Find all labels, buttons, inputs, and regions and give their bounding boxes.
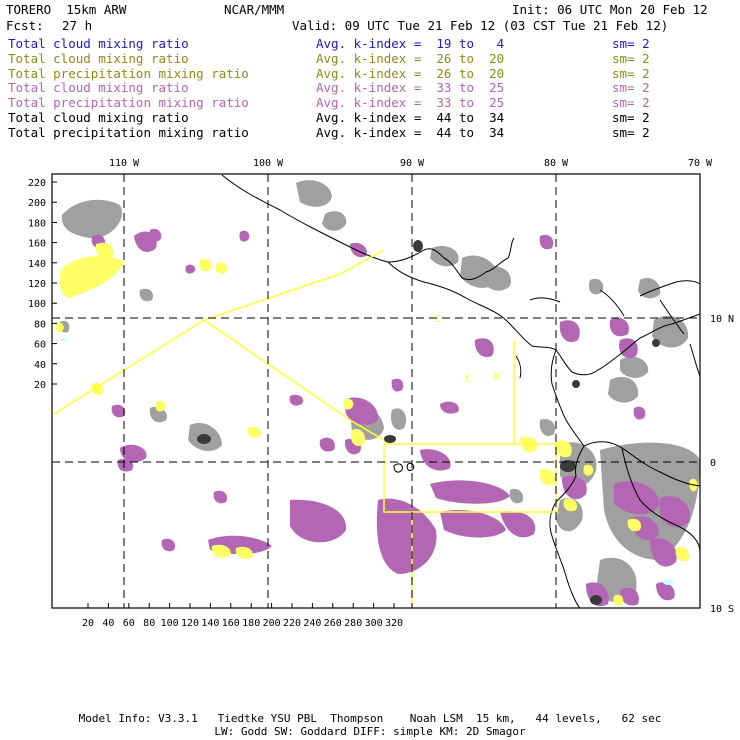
flight-tracks — [53, 249, 557, 608]
forecast-label: Fcst: — [6, 18, 44, 33]
y-tick-label: 40 — [34, 360, 46, 371]
model-info-line1: Model Info: V3.3.1 Tiedtke YSU PBL Thomp… — [78, 712, 662, 725]
coastlines — [221, 174, 701, 609]
region-letter: M — [494, 372, 500, 383]
legend-sm: sm= 2 — [612, 50, 650, 66]
legend-sm: sm= 2 — [612, 36, 650, 51]
longitude-label: 90 W — [400, 158, 425, 169]
legend-field: Total cloud mixing ratio — [8, 110, 189, 125]
model-info-line2: LW: Godd SW: Goddard DIFF: simple KM: 2D… — [214, 725, 526, 738]
x-tick-label: 180 — [242, 618, 260, 629]
legend-field: Total precipitation mixing ratio — [8, 95, 249, 111]
legend-sm: sm= 2 — [612, 95, 650, 111]
yellow-cloud-areas — [55, 242, 698, 606]
legend-sm: sm= 2 — [612, 124, 650, 140]
region-letter: I — [434, 314, 440, 325]
legend-field: Total cloud mixing ratio — [8, 80, 189, 96]
legend-index: Avg. k-index = 26 to 20 — [316, 65, 505, 81]
latitude-label: 10 N — [710, 314, 734, 325]
longitude-label: 80 W — [544, 158, 569, 169]
x-tick-label: 160 — [222, 618, 240, 629]
y-tick-label: 120 — [28, 279, 46, 290]
legend-field: Total cloud mixing ratio — [8, 50, 189, 66]
y-tick-label: 100 — [28, 299, 46, 310]
y-tick-label: 60 — [34, 340, 46, 351]
x-tick-label: 80 — [143, 618, 155, 629]
legend-index: Avg. k-index = 44 to 34 — [316, 110, 505, 125]
x-tick-label: 200 — [263, 618, 281, 629]
y-tick-label: 140 — [28, 259, 46, 270]
valid-time: Valid: 09 UTC Tue 21 Feb 12 (03 CST Tue … — [292, 18, 669, 33]
legend-sm: sm= 2 — [612, 110, 650, 125]
legend-index: Avg. k-index = 19 to 4 — [316, 36, 505, 51]
legend-index: Avg. k-index = 33 to 25 — [316, 95, 505, 111]
legend-field: Total precipitation mixing ratio — [8, 65, 249, 81]
region-letter: C — [465, 374, 471, 385]
x-tick-label: 240 — [303, 618, 321, 629]
y-tick-label: 220 — [28, 178, 46, 189]
latitude-label: 0 — [710, 458, 716, 469]
legend-index: Avg. k-index = 33 to 25 — [316, 80, 505, 96]
y-tick-label: 200 — [28, 198, 46, 209]
legend-sm: sm= 2 — [612, 65, 650, 81]
map-frame — [51, 173, 701, 609]
region-letters: I C M — [434, 314, 500, 385]
x-tick-label: 140 — [201, 618, 219, 629]
x-tick-label: 320 — [385, 618, 403, 629]
dark-cloud-cores — [197, 240, 660, 605]
legend-sm: sm= 2 — [612, 80, 650, 96]
longitude-label: 110 W — [109, 158, 140, 169]
y-tick-label: 160 — [28, 239, 46, 250]
x-tick-label: 300 — [365, 618, 383, 629]
x-tick-label: 220 — [283, 618, 301, 629]
legend-index: Avg. k-index = 44 to 34 — [316, 124, 505, 140]
x-tick-label: 260 — [324, 618, 342, 629]
forecast-hours: 27 h — [62, 18, 93, 33]
legend-field: Total cloud mixing ratio — [8, 36, 189, 51]
organization-label: NCAR/MMM — [224, 2, 285, 17]
y-tick-label: 80 — [34, 319, 46, 330]
light-cyan-areas — [61, 338, 673, 585]
longitude-label: 100 W — [253, 158, 284, 169]
model-title: TORERO 15km ARW — [6, 2, 127, 17]
y-tick-label: 180 — [28, 218, 46, 229]
x-tick-label: 100 — [161, 618, 179, 629]
precipitation-cloud-shading — [55, 180, 700, 607]
x-tick-label: 60 — [123, 618, 135, 629]
x-tick-label: 280 — [344, 618, 362, 629]
x-tick-label: 20 — [82, 618, 94, 629]
init-time: Init: 06 UTC Mon 20 Feb 12 — [512, 2, 708, 17]
latitude-label: 10 S — [710, 604, 734, 615]
y-tick-label: 20 — [34, 380, 46, 391]
x-tick-label: 120 — [181, 618, 199, 629]
longitude-label: 70 W — [688, 158, 713, 169]
x-tick-label: 40 — [102, 618, 114, 629]
lat-lon-grid — [52, 174, 700, 608]
legend-index: Avg. k-index = 26 to 20 — [316, 50, 505, 66]
legend-field: Total precipitation mixing ratio — [8, 124, 249, 140]
